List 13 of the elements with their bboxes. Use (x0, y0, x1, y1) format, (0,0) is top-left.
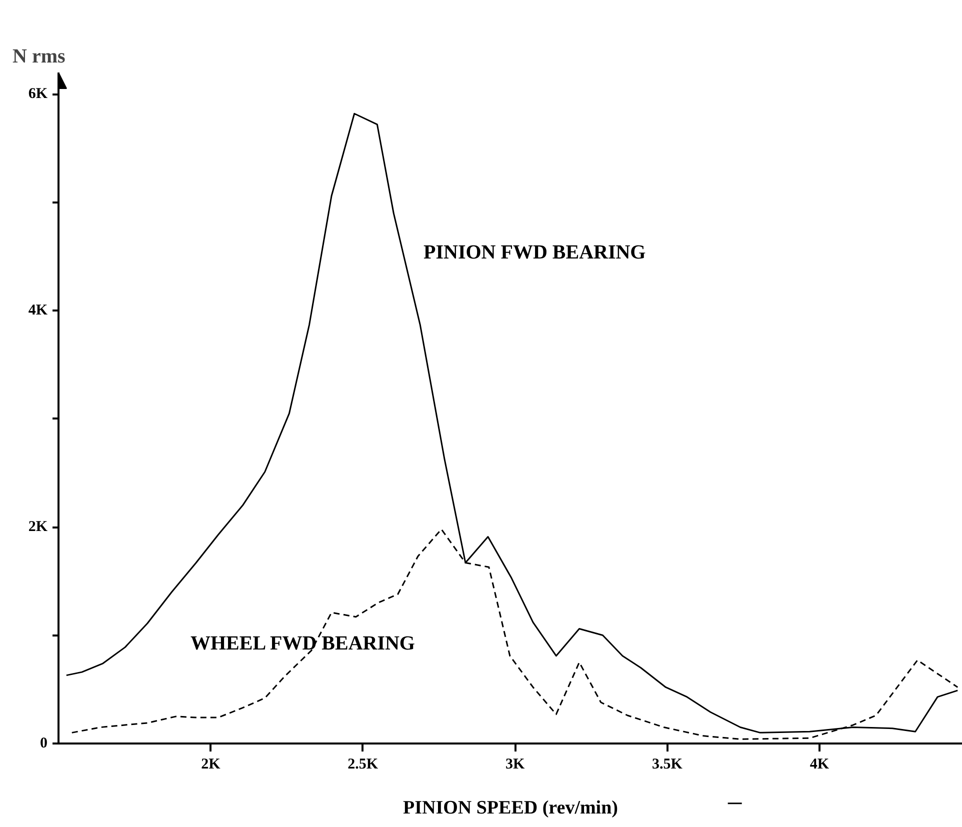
y-tick-label: 0 (40, 736, 48, 752)
y-tick-label: 4K (28, 302, 48, 319)
series-label: WHEEL FWD BEARING (190, 632, 416, 654)
x-tick-label: 3.5K (652, 756, 683, 772)
x-axis-title: PINION SPEED (rev/min) (403, 798, 618, 818)
x-tick-label: 4K (810, 756, 830, 772)
y-tick-label: 6K (28, 86, 48, 102)
y-axis-title: N rms (12, 46, 66, 68)
series-label: PINION FWD BEARING (424, 242, 646, 264)
x-tick-label: 2.5K (348, 756, 378, 772)
x-tick-label: 2K (201, 756, 221, 772)
y-tick-label: 2K (28, 519, 48, 536)
x-tick-label: 3K (505, 756, 525, 772)
